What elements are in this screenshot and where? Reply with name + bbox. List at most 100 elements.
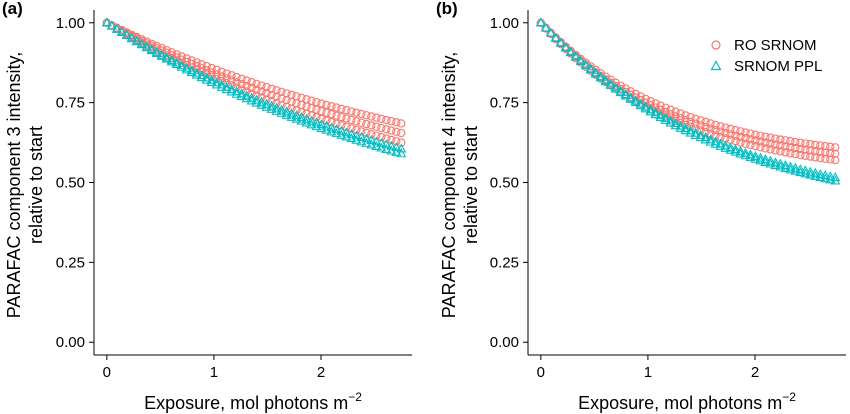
data-point: [805, 169, 816, 179]
data-point: [397, 119, 406, 128]
data-point: [387, 116, 396, 126]
data-point: [755, 152, 766, 162]
data-point: [580, 60, 591, 70]
data-point: [352, 108, 361, 117]
data-point: [675, 120, 686, 130]
x-tick-label: 1: [644, 364, 652, 381]
data-point: [291, 113, 302, 123]
data-point: [781, 136, 790, 145]
data-point: [396, 148, 407, 158]
data-point: [710, 138, 721, 148]
data-point: [810, 167, 821, 177]
data-point: [382, 134, 391, 143]
data-point: [746, 135, 755, 144]
panel-b-xlabel-text: Exposure, mol photons m: [578, 393, 782, 413]
data-point: [546, 29, 555, 39]
y-tick-label: 0.00: [490, 334, 519, 351]
y-tick-label: 0.50: [490, 175, 519, 192]
data-point: [321, 124, 332, 134]
data-point: [342, 106, 351, 115]
data-point: [256, 96, 267, 106]
data-point: [675, 122, 686, 132]
data-point: [216, 79, 227, 89]
legend-entry-srnom-ppl: SRNOM PPL: [710, 58, 822, 75]
data-point: [361, 133, 372, 143]
data-point: [690, 127, 701, 137]
data-point: [741, 133, 750, 143]
data-point: [761, 132, 770, 141]
panel-b-label: (b): [436, 0, 458, 18]
data-point: [540, 22, 551, 32]
data-point: [341, 131, 352, 141]
data-point: [695, 132, 706, 142]
data-point: [680, 125, 691, 135]
data-point: [351, 130, 362, 140]
data-point: [815, 172, 826, 182]
data-point: [715, 140, 726, 150]
data-point: [321, 120, 332, 130]
data-point: [307, 96, 316, 105]
data-point: [761, 144, 770, 153]
data-point: [126, 33, 137, 43]
data-point: [775, 158, 786, 168]
data-point: [372, 122, 381, 131]
data-point: [771, 140, 780, 149]
data-point: [206, 74, 217, 84]
data-point: [357, 127, 366, 136]
data-point: [217, 67, 226, 76]
data-point: [392, 137, 401, 146]
data-point: [766, 139, 775, 148]
data-point: [357, 118, 366, 127]
data-point: [746, 129, 755, 138]
data-point: [661, 103, 670, 112]
data-point: [311, 121, 322, 131]
data-point: [725, 144, 736, 154]
data-point: [720, 142, 731, 152]
data-point: [367, 121, 376, 130]
data-point: [336, 125, 347, 135]
data-point: [545, 27, 556, 37]
data-point: [376, 142, 387, 152]
panel-a-xlabel-text: Exposure, mol photons m: [144, 393, 348, 413]
data-point: [830, 175, 841, 185]
data-point: [372, 113, 381, 122]
data-point: [640, 103, 651, 113]
data-point: [372, 131, 381, 140]
data-point: [665, 117, 676, 127]
data-point: [362, 128, 371, 137]
data-point: [186, 67, 197, 77]
data-point: [760, 157, 771, 166]
data-point: [800, 165, 811, 175]
data-point: [366, 135, 377, 145]
data-point: [277, 94, 286, 103]
data-point: [337, 121, 346, 130]
data-point: [671, 107, 680, 116]
legend-marker-triangle: [710, 60, 722, 71]
data-point: [171, 59, 182, 69]
data-point: [801, 145, 810, 154]
data-point: [831, 149, 840, 158]
data-point: [831, 155, 840, 165]
data-point: [202, 62, 211, 71]
data-point: [377, 123, 386, 133]
data-point: [690, 130, 701, 139]
data-point: [236, 91, 247, 101]
data-point: [387, 135, 396, 145]
data-point: [555, 37, 566, 47]
panel-a-xlabel: Exposure, mol photons m−2: [144, 390, 362, 413]
data-point: [720, 140, 731, 150]
data-point: [332, 103, 341, 112]
data-point: [131, 36, 142, 46]
data-point: [266, 100, 277, 110]
panel-b-ylabel: PARAFAC component 4 intensity, relative …: [439, 52, 481, 318]
data-point: [141, 42, 152, 52]
data-point: [317, 107, 326, 116]
data-point: [221, 81, 232, 91]
data-point: [805, 166, 816, 176]
panel-b-xlabel-sup: −2: [782, 390, 796, 404]
data-point: [146, 45, 157, 55]
data-point: [246, 92, 257, 102]
data-point: [775, 161, 786, 171]
data-point: [252, 79, 261, 88]
